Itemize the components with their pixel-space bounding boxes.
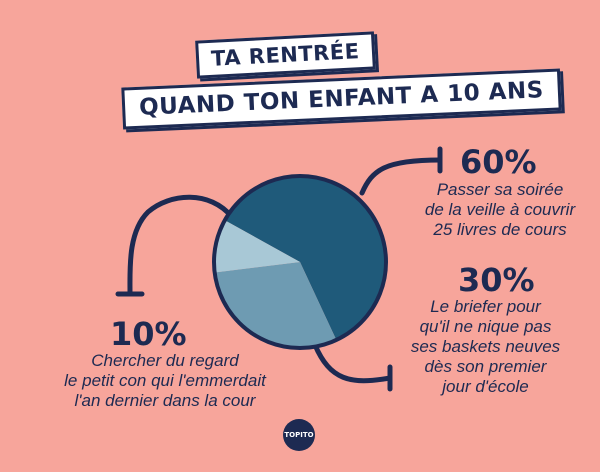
description-30-line: dès son premier [424,357,547,376]
description-30: Le briefer pour qu'il ne nique pas ses b… [398,297,573,397]
description-10-line: l'an dernier dans la cour [74,391,256,410]
pie-outline [212,174,388,350]
connector-30 [312,342,393,384]
description-10: Chercher du regard le petit con qui l'em… [30,351,300,411]
description-60-line: Passer sa soirée [436,180,564,199]
connector-60 [359,157,443,196]
percent-label-10: 10% [110,315,187,353]
description-60-line: de la veille à couvrir [424,200,576,219]
topito-logo: TOPITO [283,419,315,451]
connector-10 [127,194,235,296]
pie-slice-10 [214,220,300,273]
description-30-line: ses baskets neuves [410,337,561,356]
percent-label-60: 60% [460,143,537,181]
description-30-line: Le briefer pour [430,297,541,316]
pie-slice-60 [224,175,386,340]
description-10-line: le petit con qui l'emmerdait [64,371,266,390]
description-60: Passer sa soirée de la veille à couvrir … [405,180,595,240]
description-10-line: Chercher du regard [91,351,239,370]
percent-label-30: 30% [458,261,535,299]
description-30-line: qu'il ne nique pas [419,317,552,336]
description-30-line: jour d'école [442,377,529,396]
description-60-line: 25 livres de cours [433,220,567,239]
